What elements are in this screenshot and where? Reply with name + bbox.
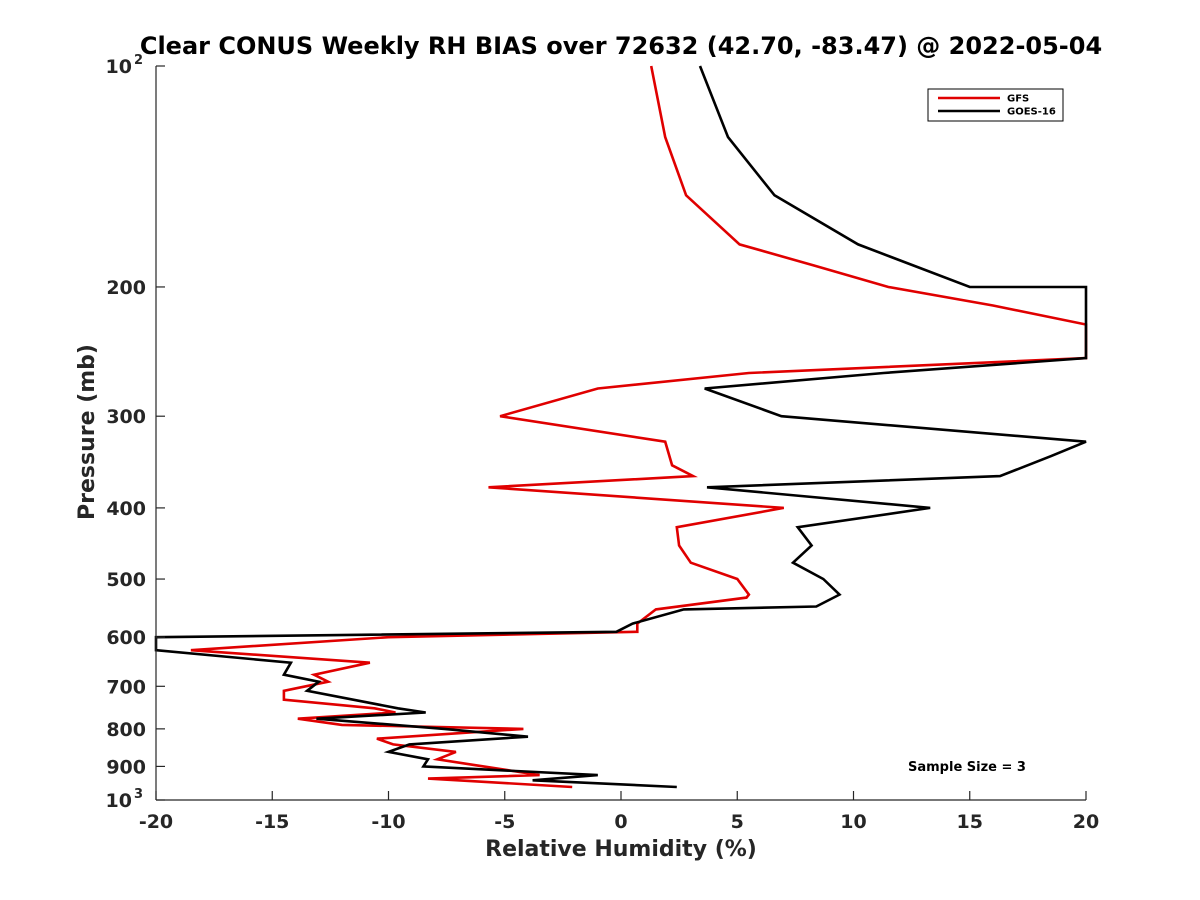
x-tick-label: 5	[731, 811, 744, 833]
legend-box	[927, 88, 1064, 122]
y-tick-label: 700	[106, 676, 146, 698]
y-tick-label: 900	[106, 756, 146, 778]
x-tick-label: 0	[614, 811, 627, 833]
y-tick-label: 600	[106, 627, 146, 649]
y-axis-label: Pressure (mb)	[75, 344, 100, 520]
y-tick-label: 400	[106, 498, 146, 520]
series-line-goes-16	[154, 65, 1088, 789]
x-tick-label: -15	[255, 811, 289, 833]
y-tick-label: 300	[106, 406, 146, 428]
legend-label: GFS	[1007, 94, 1029, 105]
plot-area	[156, 66, 1086, 800]
x-axis-label: Relative Humidity (%)	[485, 837, 757, 862]
y-tick-exponent: 3	[134, 787, 143, 802]
series-lines	[154, 65, 1088, 789]
y-tick-label: 10	[106, 56, 132, 78]
x-tick-label: -10	[371, 811, 405, 833]
x-tick-label: 10	[840, 811, 866, 833]
x-tick-label: 20	[1073, 811, 1099, 833]
y-tick-label: 200	[106, 277, 146, 299]
y-tick-label: 10	[106, 790, 132, 812]
y-tick-exponent: 2	[134, 53, 143, 68]
y-tick-label: 800	[106, 719, 146, 741]
x-tick-label: 15	[957, 811, 983, 833]
legend: GFS GOES-16	[927, 88, 1064, 122]
legend-label: GOES-16	[1007, 107, 1056, 118]
chart-title: Clear CONUS Weekly RH BIAS over 72632 (4…	[140, 32, 1102, 60]
x-tick-label: -5	[494, 811, 515, 833]
x-tick-label: -20	[139, 811, 173, 833]
y-tick-label: 500	[106, 569, 146, 591]
plot-background	[156, 66, 1086, 800]
sample-size-annotation: Sample Size = 3	[908, 760, 1026, 775]
